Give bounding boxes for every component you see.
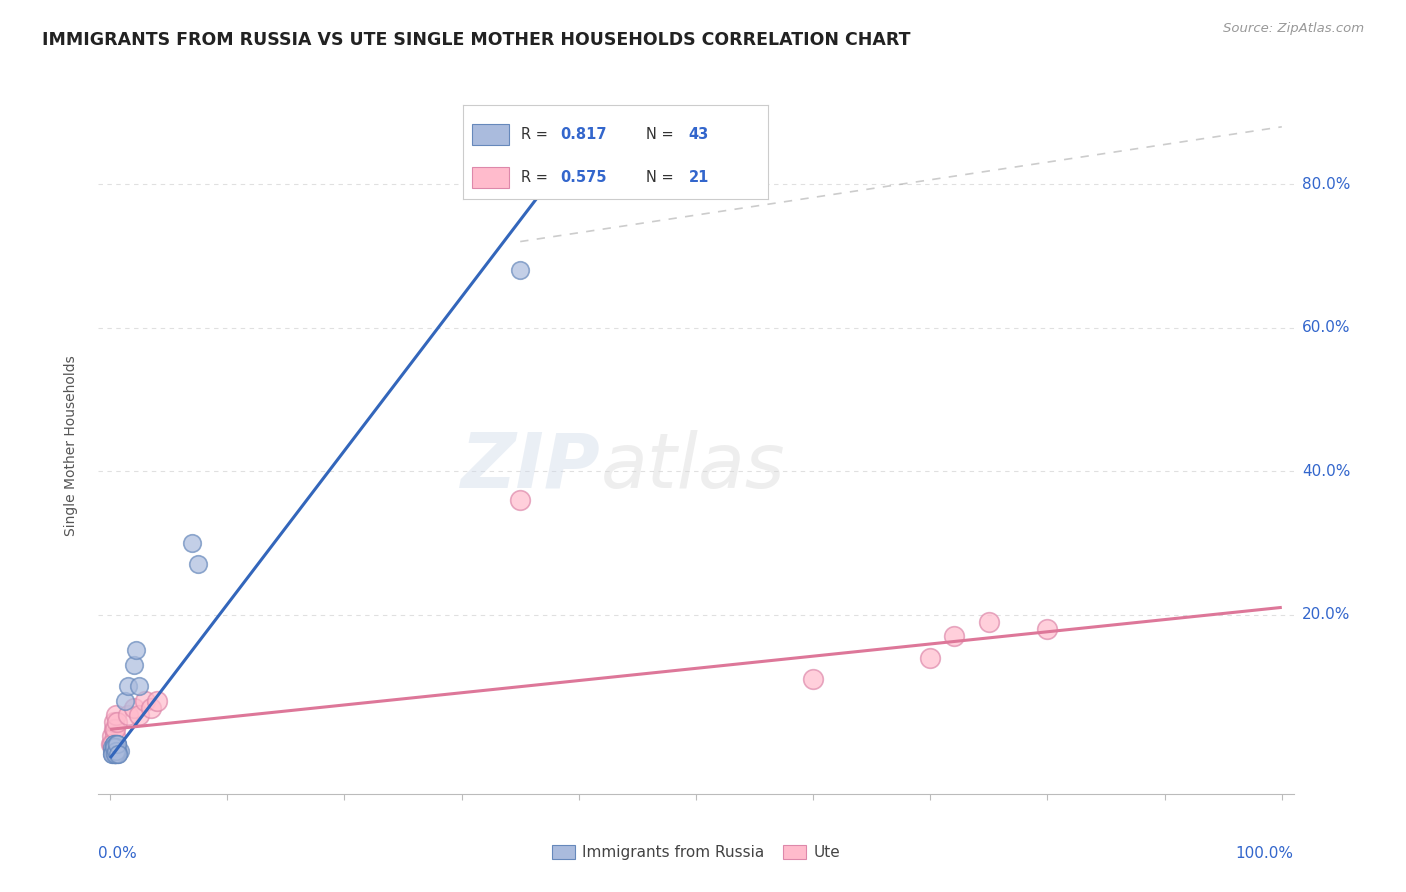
Legend: Immigrants from Russia, Ute: Immigrants from Russia, Ute xyxy=(546,839,846,866)
Point xyxy=(104,740,127,755)
Point xyxy=(103,747,125,762)
Text: 100.0%: 100.0% xyxy=(1236,846,1294,861)
Point xyxy=(105,737,128,751)
Text: 20.0%: 20.0% xyxy=(1302,607,1350,622)
Point xyxy=(103,744,125,758)
Text: Source: ZipAtlas.com: Source: ZipAtlas.com xyxy=(1223,22,1364,36)
Point xyxy=(104,747,127,762)
Point xyxy=(942,629,965,643)
Point xyxy=(114,693,136,707)
Text: 80.0%: 80.0% xyxy=(1302,177,1350,192)
Point xyxy=(920,650,942,665)
Point xyxy=(107,747,129,762)
Point xyxy=(101,740,124,755)
Point xyxy=(103,744,125,758)
Point xyxy=(104,740,127,755)
Point xyxy=(105,744,128,758)
Point xyxy=(103,737,125,751)
Point xyxy=(122,701,145,715)
Point xyxy=(1036,622,1059,636)
Point xyxy=(187,558,209,572)
Point xyxy=(509,492,531,507)
Text: 40.0%: 40.0% xyxy=(1302,464,1350,479)
Point xyxy=(101,737,124,751)
Point xyxy=(101,744,124,758)
Point xyxy=(105,715,128,730)
Point xyxy=(101,730,124,744)
Point xyxy=(104,737,127,751)
Point xyxy=(134,693,156,707)
Point xyxy=(104,723,127,737)
Point xyxy=(101,747,124,762)
Point xyxy=(117,679,139,693)
Point xyxy=(141,701,163,715)
Point xyxy=(103,723,125,737)
Point xyxy=(146,693,169,707)
Text: atlas: atlas xyxy=(600,430,785,504)
Point xyxy=(105,744,128,758)
Point xyxy=(105,737,128,751)
Y-axis label: Single Mother Households: Single Mother Households xyxy=(63,356,77,536)
Text: 60.0%: 60.0% xyxy=(1302,320,1350,335)
Text: ZIP: ZIP xyxy=(461,430,600,504)
Point xyxy=(107,747,129,762)
Point xyxy=(125,643,148,657)
Point xyxy=(117,708,139,723)
Point xyxy=(509,263,531,277)
Point xyxy=(801,672,824,686)
Point xyxy=(105,740,128,755)
Point xyxy=(107,744,129,758)
Point xyxy=(181,536,204,550)
Point xyxy=(104,730,127,744)
Point xyxy=(105,737,128,751)
Point xyxy=(104,747,127,762)
Point xyxy=(103,740,125,755)
Text: IMMIGRANTS FROM RUSSIA VS UTE SINGLE MOTHER HOUSEHOLDS CORRELATION CHART: IMMIGRANTS FROM RUSSIA VS UTE SINGLE MOT… xyxy=(42,31,911,49)
Point xyxy=(104,747,127,762)
Point xyxy=(105,737,128,751)
Point xyxy=(104,744,127,758)
Point xyxy=(977,615,1000,629)
Point xyxy=(108,744,131,758)
Point xyxy=(104,747,127,762)
Point xyxy=(105,708,128,723)
Point xyxy=(105,740,128,755)
Point xyxy=(105,744,128,758)
Point xyxy=(105,744,128,758)
Point xyxy=(128,679,150,693)
Text: 0.0%: 0.0% xyxy=(98,846,138,861)
Point xyxy=(122,657,145,672)
Point xyxy=(103,737,125,751)
Point xyxy=(105,747,128,762)
Point xyxy=(105,744,128,758)
Point xyxy=(100,737,122,751)
Point xyxy=(101,747,124,762)
Point xyxy=(128,708,150,723)
Point xyxy=(103,744,125,758)
Point xyxy=(103,715,125,730)
